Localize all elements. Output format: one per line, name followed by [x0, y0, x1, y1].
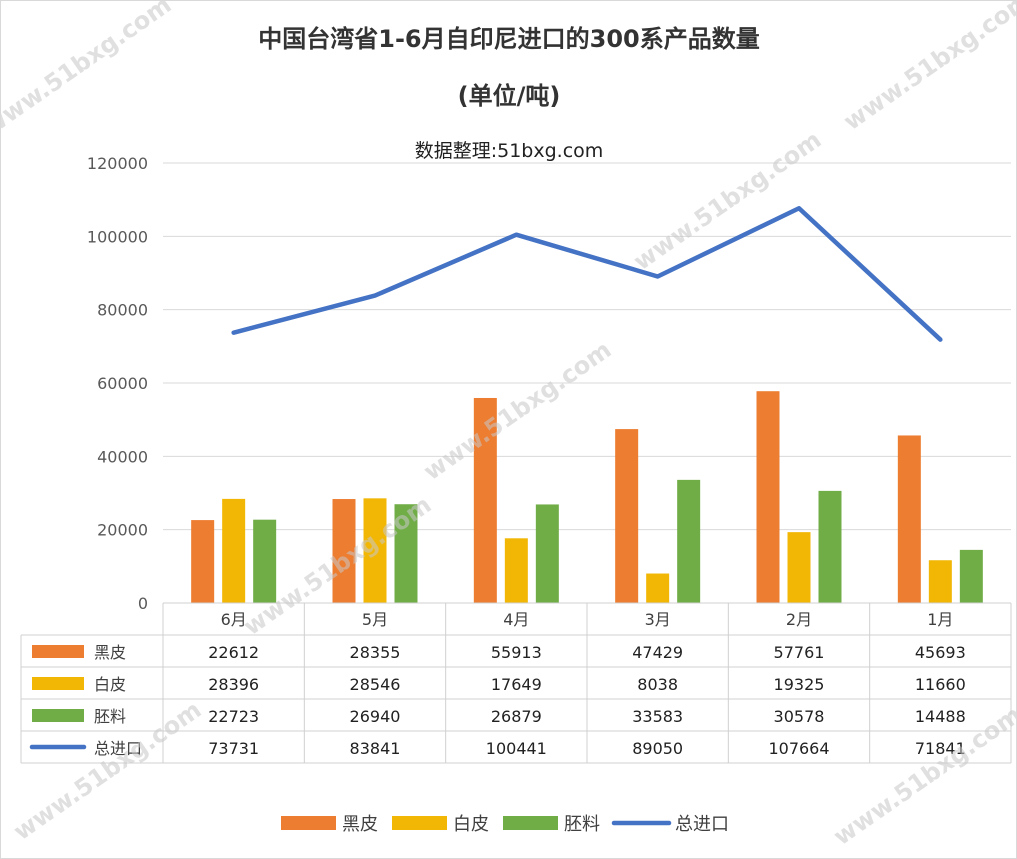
y-tick-label: 40000: [97, 447, 148, 466]
data-value: 71841: [915, 739, 966, 758]
data-value: 47429: [632, 643, 683, 662]
table-row-label: 胚料: [94, 707, 126, 726]
bar-黑皮-4月: [473, 397, 497, 603]
legend-label: 白皮: [453, 814, 489, 835]
data-value: 107664: [768, 739, 829, 758]
data-value: 28396: [208, 675, 259, 694]
table-key-白皮: [32, 677, 84, 690]
bar-白皮-5月: [363, 498, 387, 603]
legend-label: 胚料: [564, 814, 600, 835]
bar-黑皮-3月: [615, 429, 639, 603]
data-value: 22723: [208, 707, 259, 726]
y-tick-label: 60000: [97, 374, 148, 393]
data-value: 89050: [632, 739, 683, 758]
data-value: 73731: [208, 739, 259, 758]
chart-title: 中国台湾省1-6月自印尼进口的300系产品数量: [258, 25, 759, 53]
watermark-text: www.51bxg.com: [628, 126, 826, 276]
data-value: 17649: [491, 675, 542, 694]
data-value: 22612: [208, 643, 259, 662]
bar-白皮-3月: [646, 573, 670, 603]
category-label: 3月: [645, 610, 671, 629]
table-key-黑皮: [32, 645, 84, 658]
y-tick-label: 20000: [97, 521, 148, 540]
total-line: [231, 205, 943, 342]
bar-黑皮-6月: [191, 520, 215, 603]
category-label: 4月: [503, 610, 529, 629]
legend-label: 黑皮: [342, 814, 378, 835]
data-value: 8038: [637, 675, 678, 694]
data-value: 33583: [632, 707, 683, 726]
legend: 黑皮 白皮 胚料 总进口: [281, 814, 729, 835]
bar-白皮-1月: [928, 560, 952, 603]
legend-key-白皮: [392, 816, 447, 830]
chart-subtitle: 数据整理:51bxg.com: [415, 140, 604, 162]
bar-白皮-2月: [787, 532, 811, 603]
category-label: 2月: [786, 610, 812, 629]
data-value: 30578: [774, 707, 825, 726]
data-value: 28546: [350, 675, 401, 694]
bar-胚料-4月: [535, 504, 559, 603]
data-value: 100441: [486, 739, 547, 758]
data-value: 57761: [774, 643, 825, 662]
data-value: 19325: [774, 675, 825, 694]
watermark-text: www.51bxg.com: [838, 1, 1016, 136]
bar-胚料-3月: [677, 479, 701, 603]
y-tick-label: 0: [138, 594, 148, 613]
data-value: 45693: [915, 643, 966, 662]
y-tick-label: 80000: [97, 301, 148, 320]
table-row-label: 总进口: [94, 739, 142, 758]
data-value: 26879: [491, 707, 542, 726]
table-row-label: 白皮: [94, 675, 126, 694]
y-tick-label: 120000: [87, 154, 148, 173]
category-label: 5月: [362, 610, 388, 629]
data-value: 11660: [915, 675, 966, 694]
category-label: 6月: [221, 610, 247, 629]
bar-黑皮-1月: [897, 435, 921, 603]
bar-白皮-4月: [504, 538, 528, 603]
watermark-text: www.51bxg.com: [1, 1, 176, 141]
chart-title-unit: (单位/吨): [458, 82, 561, 110]
category-label: 1月: [927, 610, 953, 629]
legend-label: 总进口: [675, 814, 729, 835]
data-value: 26940: [350, 707, 401, 726]
bar-黑皮-5月: [332, 499, 356, 603]
legend-key-胚料: [503, 816, 558, 830]
bars: [191, 391, 983, 603]
legend-key-黑皮: [281, 816, 336, 830]
y-axis-ticks: 0 20000 40000 60000 80000 100000 120000: [87, 154, 148, 613]
bar-黑皮-2月: [756, 391, 780, 603]
bar-白皮-6月: [222, 498, 246, 603]
data-value: 28355: [350, 643, 401, 662]
watermark-text: www.51bxg.com: [418, 336, 616, 486]
data-value: 55913: [491, 643, 542, 662]
y-tick-label: 100000: [87, 227, 148, 246]
bar-胚料-1月: [959, 549, 983, 603]
data-value: 83841: [350, 739, 401, 758]
bar-胚料-2月: [818, 490, 842, 603]
data-value: 14488: [915, 707, 966, 726]
table-key-胚料: [32, 709, 84, 722]
bar-胚料-5月: [394, 504, 418, 603]
line-总进口: [231, 205, 943, 342]
table-row-label: 黑皮: [94, 643, 126, 662]
gridlines: [163, 162, 1011, 604]
bar-胚料-6月: [253, 519, 277, 603]
